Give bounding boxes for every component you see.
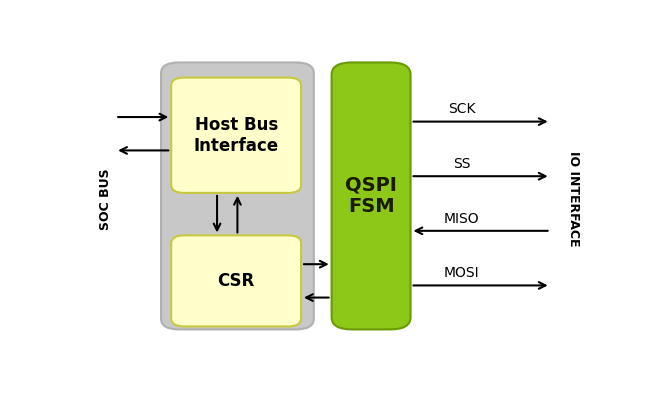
Text: SOC BUS: SOC BUS xyxy=(99,168,112,230)
Text: CSR: CSR xyxy=(217,272,255,290)
FancyBboxPatch shape xyxy=(171,78,301,193)
FancyBboxPatch shape xyxy=(161,63,314,329)
Text: SS: SS xyxy=(453,157,470,171)
Text: IO INTERFACE: IO INTERFACE xyxy=(567,151,580,247)
Text: QSPI
FSM: QSPI FSM xyxy=(345,175,397,216)
Text: MOSI: MOSI xyxy=(443,266,479,280)
FancyBboxPatch shape xyxy=(171,235,301,326)
FancyBboxPatch shape xyxy=(332,63,411,329)
Text: SCK: SCK xyxy=(447,102,475,117)
Text: MISO: MISO xyxy=(443,212,479,226)
Text: Host Bus
Interface: Host Bus Interface xyxy=(194,116,279,155)
